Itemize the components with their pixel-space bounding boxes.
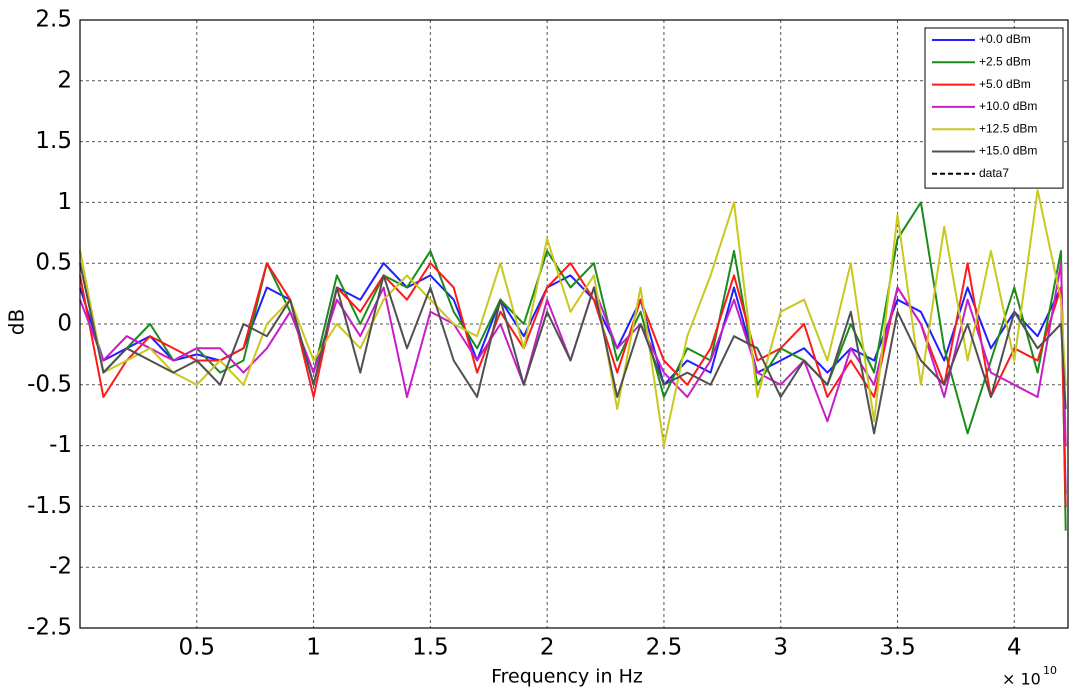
legend-label: +2.5 dBm bbox=[979, 54, 1031, 68]
y-tick-label: -2 bbox=[49, 554, 72, 580]
y-tick-label: 2.5 bbox=[35, 7, 72, 33]
y-tick-label: 0 bbox=[57, 311, 72, 337]
y-tick-label: -2.5 bbox=[27, 615, 72, 641]
x-tick-label: 1.5 bbox=[412, 635, 449, 661]
x-tick-label: 3 bbox=[773, 635, 788, 661]
legend-label: +12.5 dBm bbox=[979, 121, 1037, 135]
y-tick-label: -1 bbox=[49, 432, 72, 458]
legend-label: +0.0 dBm bbox=[979, 32, 1031, 46]
y-tick-label: -1.5 bbox=[27, 493, 72, 519]
x-tick-label: 3.5 bbox=[879, 635, 916, 661]
series-line bbox=[79, 189, 1067, 447]
x-tick-label: 1 bbox=[306, 635, 321, 661]
legend-label: +5.0 dBm bbox=[979, 77, 1031, 91]
y-tick-label: 1.5 bbox=[35, 128, 72, 154]
x-axis-label: Frequency in Hz bbox=[491, 666, 643, 688]
legend: +0.0 dBm +2.5 dBm +5.0 dBm +10.0 dBm +12.5 d… bbox=[924, 27, 1064, 189]
x-multiplier: × 10 bbox=[1002, 670, 1041, 689]
y-tick-label: 2 bbox=[57, 67, 72, 93]
legend-box bbox=[924, 27, 1064, 189]
legend-label: +10.0 dBm bbox=[979, 99, 1037, 113]
series-line bbox=[79, 262, 1067, 435]
x-tick-label: 0.5 bbox=[178, 635, 215, 661]
x-tick-label: 2 bbox=[540, 635, 555, 661]
series-line bbox=[79, 201, 1067, 531]
series-line bbox=[79, 262, 1067, 495]
y-tick-label: 0.5 bbox=[35, 250, 72, 276]
legend-label: +15.0 dBm bbox=[979, 144, 1037, 158]
x-tick-label: 2.5 bbox=[646, 635, 683, 661]
legend-label: data7 bbox=[979, 166, 1009, 180]
y-axis-label: dB bbox=[5, 309, 29, 335]
x-exponent: 10 bbox=[1043, 664, 1057, 677]
y-tick-label: 1 bbox=[57, 189, 72, 215]
x-tick-label: 4 bbox=[1007, 635, 1022, 661]
y-tick-label: -0.5 bbox=[27, 371, 72, 397]
plot-frame bbox=[79, 19, 1069, 629]
